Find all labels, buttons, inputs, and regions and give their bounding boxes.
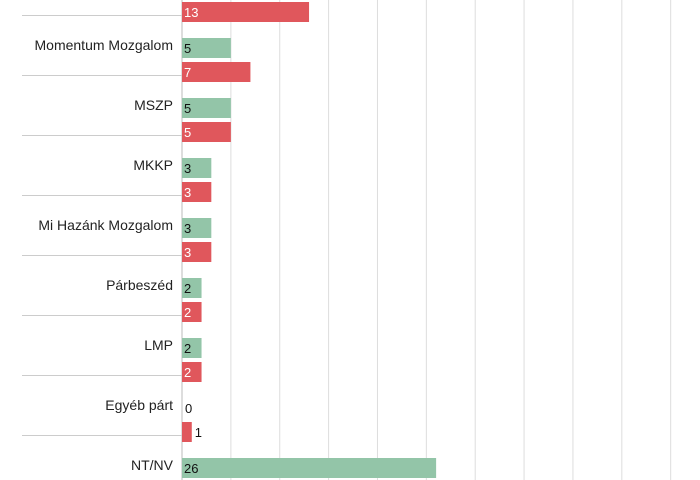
bar-series-2 [182,2,310,22]
value-label: 2 [184,341,191,356]
category-label: Mi Hazánk Mozgalom [38,217,173,233]
bar-series-2 [182,422,192,442]
bars [182,2,437,478]
category-label: NT/NV [131,457,174,473]
value-label: 3 [184,161,191,176]
value-label: 13 [184,5,198,20]
bar-series-1 [182,158,212,178]
gridlines [181,0,672,480]
value-label: 3 [184,185,191,200]
value-label: 3 [184,245,191,260]
bar-series-1 [182,98,231,118]
value-label: 5 [184,41,191,56]
bar-series-1 [182,218,212,238]
category-label: Párbeszéd [106,277,173,293]
category-label: MKKP [133,157,173,173]
category-label: Egyéb párt [105,397,173,413]
value-label: 0 [185,401,192,416]
value-label: 26 [184,461,198,476]
value-label: 2 [184,365,191,380]
bar-series-1 [182,38,231,58]
category-label: MSZP [134,97,173,113]
bar-series-2 [182,362,202,382]
bar-series-1 [182,278,202,298]
value-label: 3 [184,221,191,236]
value-label: 5 [184,101,191,116]
bar-series-2 [182,62,251,82]
value-label: 2 [184,281,191,296]
category-label: LMP [144,337,173,353]
bar-series-2 [182,242,212,262]
bar-series-2 [182,122,231,142]
value-label: 1 [195,425,202,440]
row-dividers [22,15,182,436]
bar-series-1 [182,338,202,358]
bar-series-1 [182,458,437,478]
bar-series-2 [182,182,212,202]
value-label: 2 [184,305,191,320]
value-label: 7 [184,65,191,80]
value-label: 5 [184,125,191,140]
bar-series-2 [182,302,202,322]
category-label: Momentum Mozgalom [35,37,174,53]
